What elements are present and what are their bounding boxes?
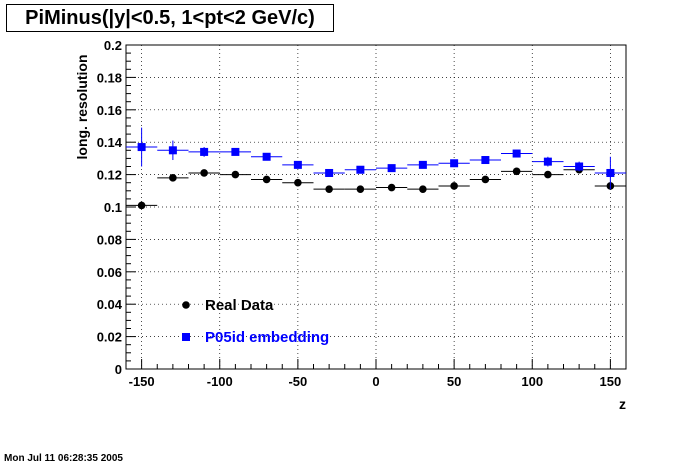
y-tick-label: 0.1 [104, 200, 122, 215]
y-tick-label: 0.12 [97, 168, 122, 183]
x-tick-label: 50 [447, 374, 461, 389]
data-point [387, 164, 396, 173]
data-point [418, 160, 427, 169]
x-tick-label: -50 [288, 374, 307, 389]
y-tick-label: 0 [115, 362, 122, 377]
y-tick-label: 0.14 [97, 135, 123, 150]
data-point [231, 147, 240, 156]
x-tick-label: 0 [372, 374, 379, 389]
data-point [512, 167, 521, 176]
x-tick-label: 100 [521, 374, 543, 389]
chart-title: PiMinus(|y|<0.5, 1<pt<2 GeV/c) [6, 4, 334, 32]
data-point [200, 147, 209, 156]
series-embedding [126, 127, 626, 190]
data-point [294, 178, 302, 187]
data-point [544, 170, 552, 179]
x-tick-label: -150 [129, 374, 155, 389]
y-tick-label: 0.16 [97, 103, 122, 118]
data-point [325, 168, 334, 177]
data-point [356, 185, 365, 193]
data-point [387, 183, 396, 192]
y-tick-label: 0.08 [97, 232, 122, 247]
legend-marker-square [182, 333, 190, 341]
grid-layer [126, 44, 626, 370]
y-tick-label: 0.02 [97, 330, 122, 345]
x-tick-label: -100 [207, 374, 233, 389]
series-real-data [126, 165, 626, 210]
data-point [575, 162, 584, 171]
timestamp: Mon Jul 11 06:28:35 2005 [4, 453, 123, 464]
y-axis-label: long. resolution [74, 55, 90, 160]
data-point [262, 175, 271, 184]
data-point [450, 182, 458, 190]
x-axis-label: z [619, 396, 626, 412]
data-point [262, 152, 271, 161]
data-point [168, 146, 177, 155]
data-point [200, 169, 208, 177]
data-point [137, 143, 146, 152]
legend-label: Real Data [205, 297, 274, 314]
y-tick-label: 0.04 [97, 297, 123, 312]
x-tick-label: 150 [600, 374, 622, 389]
axis-layer: -150 -100 -50 0 50 100 150 0 0.02 0.04 0.06 0.08 0.1… [97, 38, 627, 389]
data-layer [126, 127, 626, 210]
y-tick-label: 0.2 [104, 38, 122, 53]
y-tick-label: 0.18 [97, 70, 122, 85]
data-point [419, 185, 427, 193]
data-point [450, 159, 459, 168]
y-tick-label: 0.06 [97, 265, 122, 280]
legend-marker-circle [182, 301, 190, 309]
data-point [231, 170, 240, 179]
data-point [169, 174, 177, 182]
data-point [481, 156, 490, 165]
data-point [137, 201, 146, 210]
data-point [606, 168, 615, 177]
data-point [543, 157, 552, 166]
data-point [481, 175, 490, 184]
data-point [293, 160, 302, 169]
data-point [325, 185, 333, 193]
legend: Real Data P05id embedding [182, 297, 329, 346]
legend-label: P05id embedding [205, 329, 329, 346]
data-point [512, 149, 521, 158]
data-point [356, 165, 365, 174]
